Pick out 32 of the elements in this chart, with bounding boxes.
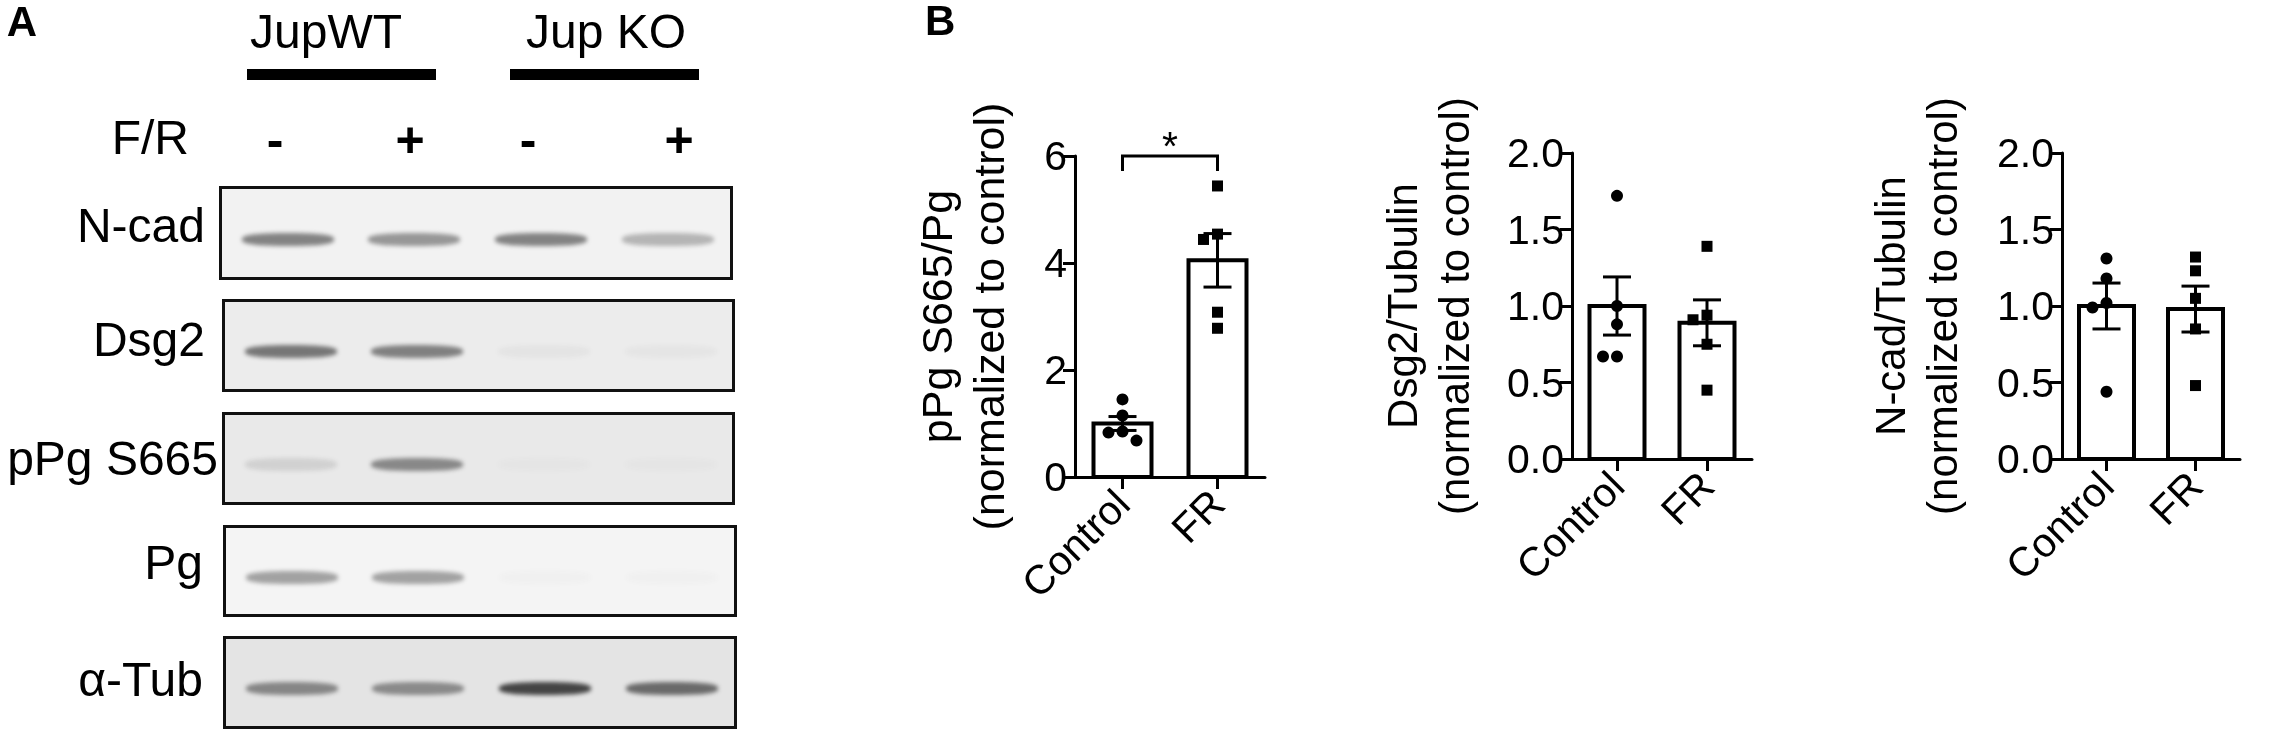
text: F/R bbox=[111, 111, 189, 164]
y-tick-label: 2 bbox=[1044, 347, 1067, 393]
chart-title: B bbox=[925, 0, 956, 44]
text: pPg S665 bbox=[7, 432, 218, 485]
x-tick-label: FR bbox=[1652, 462, 1724, 534]
y-axis-title: N-cad/Tubulin (normalized to control) bbox=[1866, 97, 1966, 515]
y-tick-label: 2.0 bbox=[1507, 130, 1564, 176]
y-axis-title: Dsg2/Tubulin (normalized to control) bbox=[1378, 97, 1478, 515]
x-tick-label: FR bbox=[2140, 462, 2212, 534]
y-tick-label: 1.0 bbox=[1507, 283, 1564, 329]
text: - bbox=[519, 112, 537, 168]
text: JupWT bbox=[249, 5, 403, 58]
y-axis-title: pPg S665/Pg (normalized to control) bbox=[913, 102, 1013, 531]
text: + bbox=[395, 112, 425, 168]
annotation: * bbox=[1162, 122, 1179, 169]
text: α-Tub bbox=[78, 653, 203, 706]
y-tick-label: 6 bbox=[1044, 133, 1067, 179]
text: + bbox=[664, 112, 694, 168]
y-tick-label: 1.0 bbox=[1997, 283, 2054, 329]
y-tick-label: 4 bbox=[1044, 240, 1067, 286]
x-tick-label: FR bbox=[1162, 480, 1234, 552]
text: Jup KO bbox=[525, 5, 687, 58]
text: - bbox=[266, 112, 284, 168]
text: A bbox=[6, 0, 38, 45]
text: Pg bbox=[144, 536, 203, 589]
y-tick-label: 2.0 bbox=[1997, 130, 2054, 176]
text: N-cad bbox=[76, 199, 205, 252]
text: Dsg2 bbox=[92, 313, 205, 366]
y-tick-label: 0.5 bbox=[1507, 359, 1564, 406]
y-tick-label: 0.5 bbox=[1997, 359, 2054, 406]
y-tick-label: 1.5 bbox=[1507, 206, 1564, 253]
y-tick-label: 1.5 bbox=[1997, 206, 2054, 253]
